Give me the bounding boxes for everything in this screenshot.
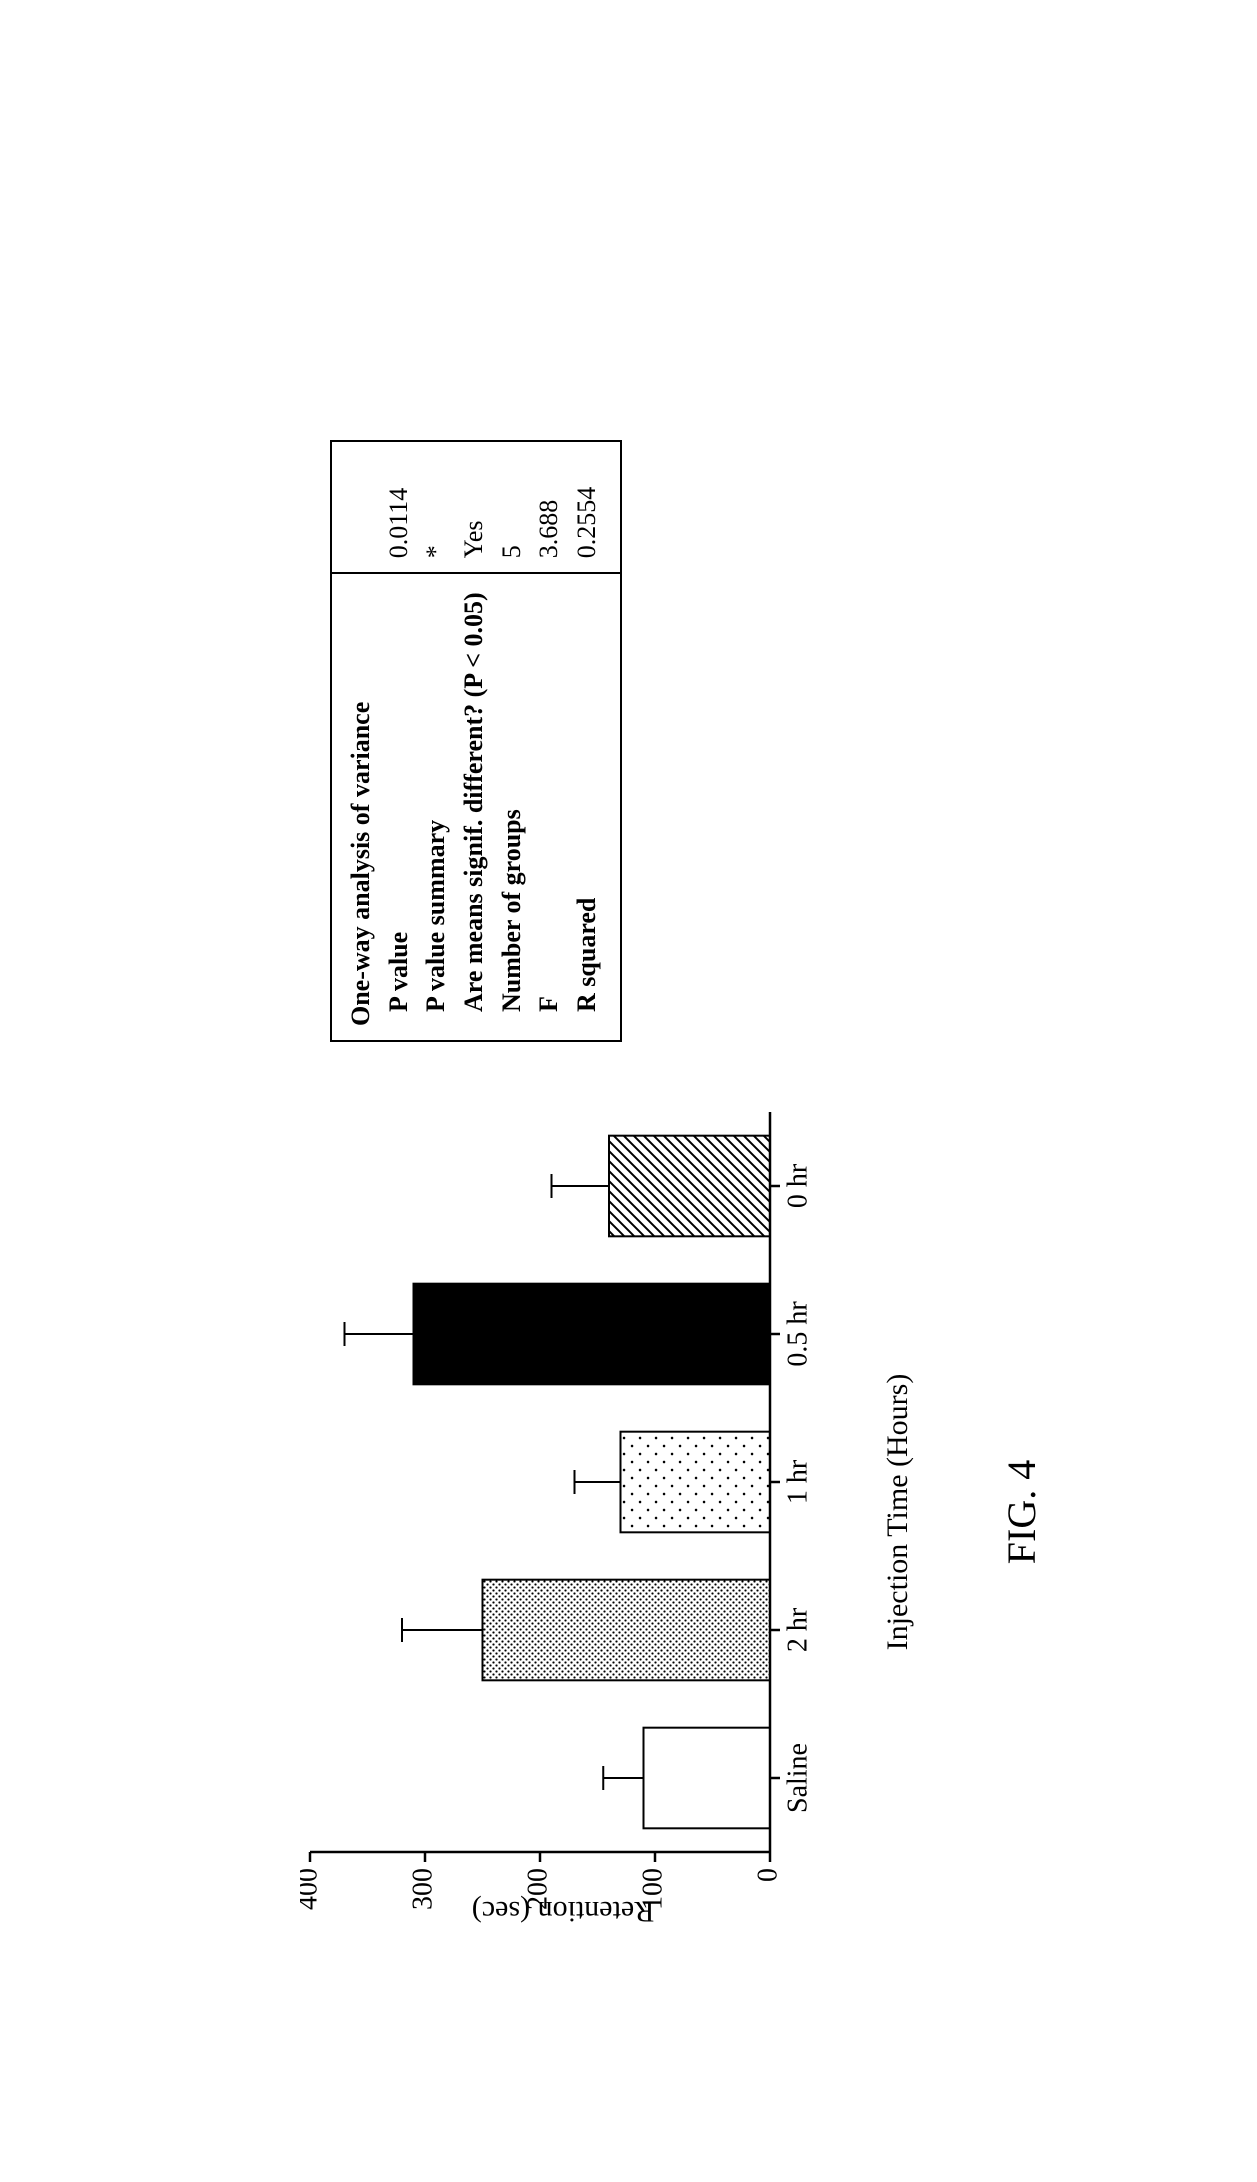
svg-text:0: 0	[752, 1868, 783, 1882]
bar-label: 2 hr	[783, 1607, 814, 1652]
bar-label: 0.5 hr	[783, 1301, 814, 1367]
bar	[621, 1432, 771, 1533]
bar	[414, 1284, 771, 1385]
stats-row-value: *	[417, 460, 455, 558]
stats-heading: One-way analysis of variance	[342, 592, 380, 1026]
stats-row-value: 3.688	[530, 460, 568, 558]
bar-label: Saline	[783, 1743, 814, 1813]
bar-label: 0 hr	[783, 1163, 814, 1208]
stats-row-label: Number of groups	[493, 592, 531, 1026]
bar-label: 1 hr	[783, 1459, 814, 1504]
stats-row-label: Are means signif. different? (P < 0.05)	[455, 592, 493, 1026]
stats-row-label: F	[530, 592, 568, 1026]
stats-row-value: 0.2554	[568, 460, 606, 558]
stats-row-value: 5	[493, 460, 531, 558]
stats-row-label: P value	[380, 592, 418, 1026]
stats-row-label: R squared	[568, 592, 606, 1026]
anova-stats-table: One-way analysis of varianceP valueP val…	[330, 440, 622, 1042]
chart-xlabel: Injection Time (Hours)	[881, 1374, 915, 1651]
svg-text:300: 300	[407, 1868, 438, 1910]
chart-ylabel: Retention (sec)	[471, 1894, 653, 1928]
stats-row-label: P value summary	[417, 592, 455, 1026]
bar	[483, 1580, 771, 1681]
chart-svg: 0100200300400Saline2 hr1 hr0.5 hr0 hr	[300, 1102, 820, 1922]
bar	[644, 1728, 771, 1829]
stats-row-value: 0.0114	[380, 460, 418, 558]
stats-row-value: Yes	[455, 460, 493, 558]
figure-caption: FIG. 4	[998, 1460, 1045, 1564]
retention-bar-chart: Retention (sec) 0100200300400Saline2 hr1…	[300, 1102, 825, 1922]
svg-text:400: 400	[300, 1868, 323, 1910]
bar	[609, 1136, 770, 1237]
